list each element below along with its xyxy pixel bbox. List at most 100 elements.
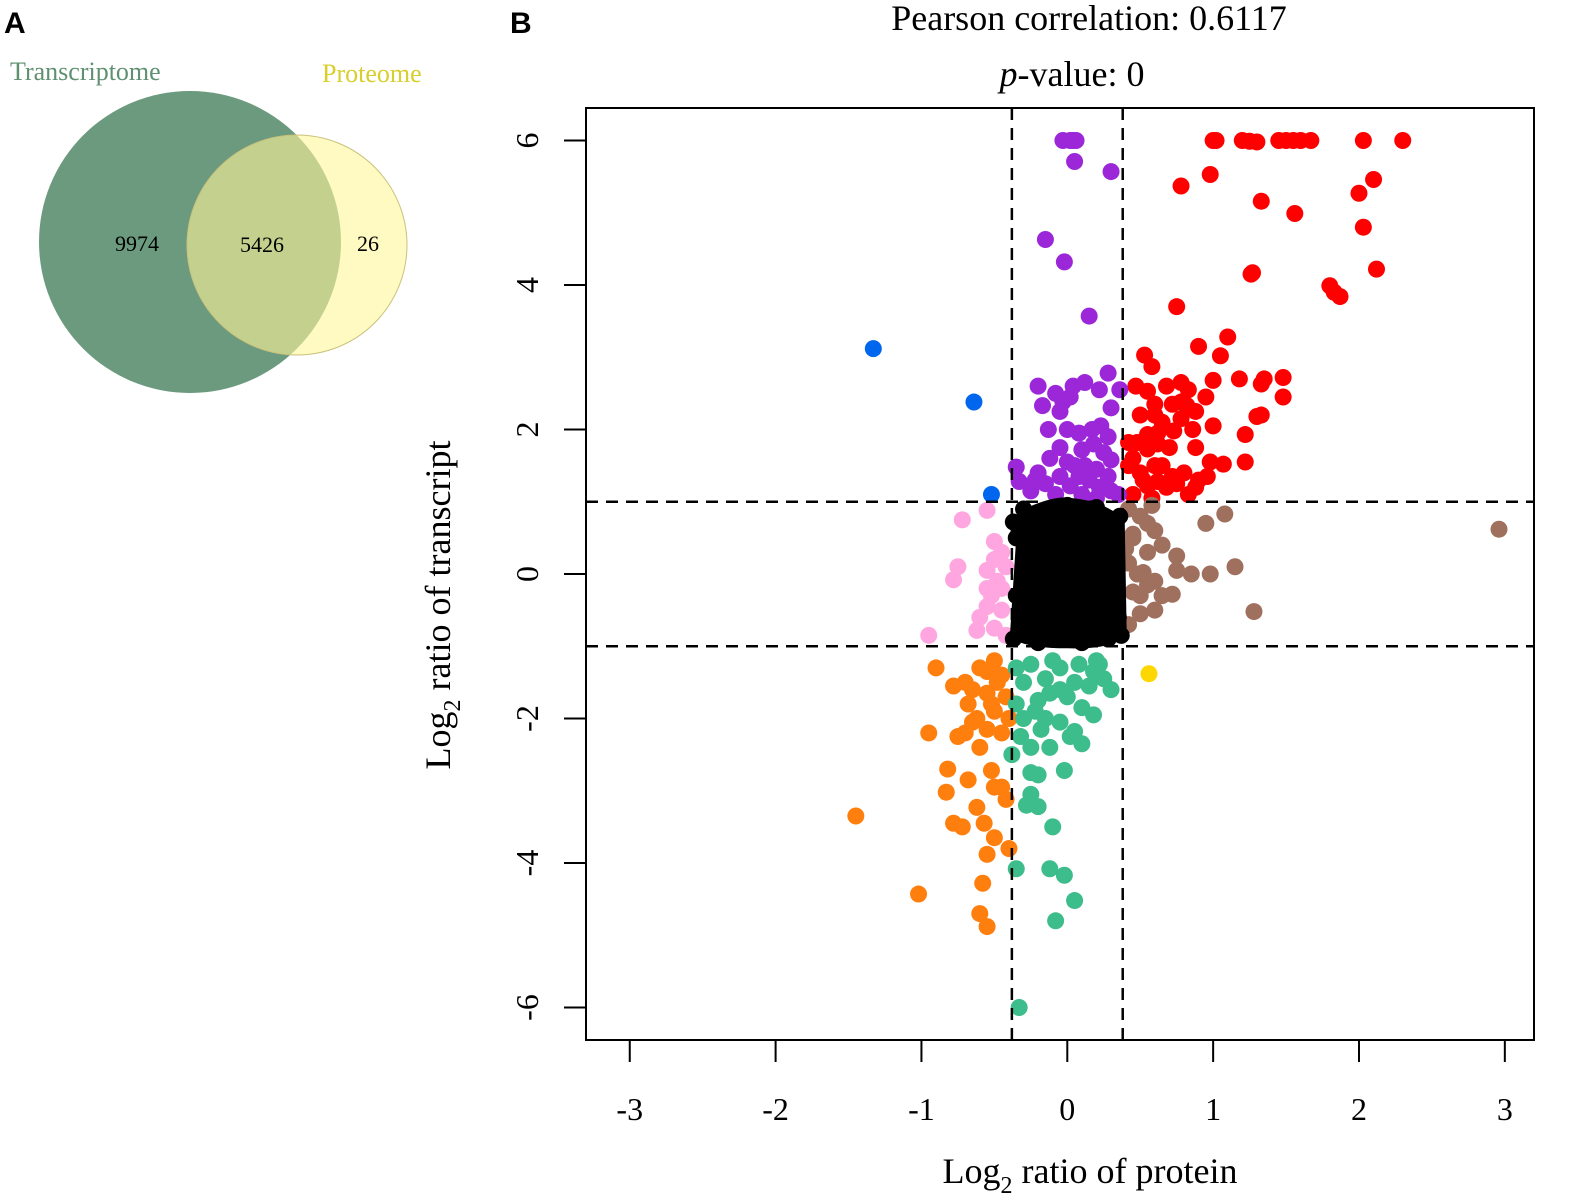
point-down-transcript (1007, 695, 1025, 713)
point-down-both (978, 918, 996, 936)
panel-a-letter: A (4, 7, 26, 40)
threshold-lines (586, 108, 1534, 1040)
panel-b-letter: B (510, 7, 532, 40)
point-down-both (985, 778, 1003, 796)
point-down-transcript (1087, 652, 1105, 670)
point-up-transcript (1041, 449, 1059, 467)
points-layer (847, 132, 1508, 1016)
x-tick-label: -1 (908, 1091, 935, 1127)
venn-count-proteome-only: 26 (357, 231, 379, 256)
point-up-transcript (1010, 473, 1028, 491)
point-up-protein (1245, 603, 1263, 621)
point-down-both (959, 695, 977, 713)
point-down-transcript (1007, 860, 1025, 878)
point-up-both (1197, 388, 1215, 406)
point-up-protein (1197, 514, 1215, 532)
point-up-both (1184, 421, 1202, 439)
point-up-both (1252, 406, 1270, 424)
point-up-protein (1168, 561, 1186, 579)
point-up-both (1244, 264, 1262, 282)
point-down-transcript (1044, 818, 1062, 836)
y-axis-title-log: Log (418, 711, 458, 769)
point-up-transcript (1076, 374, 1094, 392)
point-down-both (982, 762, 1000, 780)
point-down-both (971, 905, 989, 923)
point-down-both (939, 760, 957, 778)
point-down-transcript (1041, 738, 1059, 756)
point-down-transcript (1073, 699, 1091, 717)
point-up-both (1146, 406, 1164, 424)
point-down-protein (993, 601, 1011, 619)
point-up-transcript (1099, 428, 1117, 446)
y-axis-title: Log2 ratio of transcript (418, 441, 466, 770)
point-up-transcript (1026, 471, 1044, 489)
y-axis: -6 -4 -2 0 2 4 6 (509, 133, 586, 1021)
point-up-protein (1168, 547, 1186, 565)
point-down-transcript (1010, 998, 1028, 1016)
y-tick-label: -6 (509, 994, 545, 1021)
venn-count-transcriptome-only: 9974 (115, 231, 159, 256)
point-opposite-up-tr (965, 393, 983, 411)
point-down-protein (978, 598, 996, 616)
point-up-transcript (1102, 163, 1120, 181)
point-up-transcript (1099, 364, 1117, 382)
point-down-protein (945, 571, 963, 589)
y-tick-label: 2 (509, 422, 545, 438)
point-down-both (985, 702, 1003, 720)
point-up-both (1252, 375, 1270, 393)
point-down-transcript (1007, 659, 1025, 677)
point-down-both (978, 684, 996, 702)
point-down-transcript (1022, 655, 1040, 673)
point-down-both (1000, 840, 1018, 858)
x-axis-title-rest: ratio of protein (1013, 1151, 1238, 1191)
point-up-both (1214, 455, 1232, 473)
point-up-both (1394, 132, 1412, 150)
point-down-transcript (1055, 866, 1073, 884)
y-tick-label: 6 (509, 133, 545, 149)
x-tick-label: 0 (1059, 1091, 1075, 1127)
point-up-both (1354, 132, 1372, 150)
point-down-both (985, 829, 1003, 847)
point-up-protein (1146, 601, 1164, 619)
point-up-transcript (1051, 402, 1069, 420)
point-down-transcript (1070, 655, 1088, 673)
point-up-both (1172, 410, 1190, 428)
point-up-transcript (1036, 230, 1054, 248)
point-up-transcript (1070, 424, 1088, 442)
point-down-transcript (1051, 713, 1069, 731)
point-up-both (1236, 453, 1254, 471)
title-pvalue-rest: -value: 0 (1018, 54, 1145, 94)
point-up-both (1201, 453, 1219, 471)
point-up-transcript (1007, 458, 1025, 476)
venn-count-both: 5426 (240, 232, 284, 257)
point-down-both (971, 738, 989, 756)
point-up-both (1124, 486, 1142, 504)
point-down-transcript (1012, 728, 1030, 746)
point-up-both (1131, 406, 1149, 424)
point-up-both (1236, 426, 1254, 444)
point-down-transcript (1095, 670, 1113, 688)
x-tick-label: -2 (762, 1091, 789, 1127)
point-up-both (1120, 457, 1138, 475)
point-up-protein (1131, 587, 1149, 605)
point-up-transcript (1051, 439, 1069, 457)
point-up-both (1168, 475, 1186, 493)
y-axis-title-rest: ratio of transcript (418, 441, 458, 700)
point-down-both (920, 724, 938, 742)
point-up-protein (1131, 605, 1149, 623)
x-tick-label: -3 (616, 1091, 643, 1127)
point-down-both (997, 790, 1015, 808)
point-up-both (1157, 377, 1175, 395)
point-down-transcript (1066, 892, 1084, 910)
point-up-transcript (1066, 152, 1084, 170)
unchanged-cluster-layer (1009, 497, 1127, 649)
point-up-transcript (1061, 388, 1079, 406)
point-up-transcript (1039, 421, 1057, 439)
y-tick-label: -2 (509, 705, 545, 732)
point-up-both (1354, 218, 1372, 236)
point-up-both (1350, 184, 1368, 202)
point-up-protein (1201, 565, 1219, 583)
y-tick-label: 4 (509, 277, 545, 293)
point-up-transcript (1109, 486, 1127, 504)
